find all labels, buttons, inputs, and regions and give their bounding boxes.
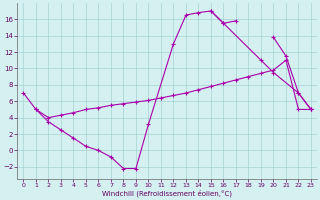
X-axis label: Windchill (Refroidissement éolien,°C): Windchill (Refroidissement éolien,°C) [102,190,232,197]
